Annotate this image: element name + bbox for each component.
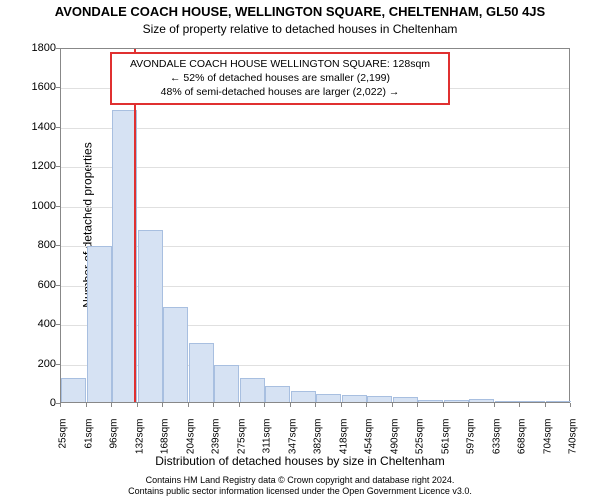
chart-footer: Contains HM Land Registry data © Crown c… — [0, 475, 600, 498]
annotation-line3: 48% of semi-detached houses are larger (… — [118, 85, 442, 99]
histogram-bar — [444, 400, 469, 402]
x-tick-label: 132sqm — [134, 419, 145, 469]
chart-title-main: AVONDALE COACH HOUSE, WELLINGTON SQUARE,… — [0, 4, 600, 19]
annotation-line2: ← 52% of detached houses are smaller (2,… — [118, 71, 442, 85]
x-tick-label: 96sqm — [109, 419, 120, 469]
x-tick-label: 561sqm — [440, 419, 451, 469]
y-tick-label: 800 — [16, 239, 56, 251]
x-tick-label: 61sqm — [83, 419, 94, 469]
x-tick-label: 454sqm — [364, 419, 375, 469]
histogram-bar — [163, 307, 188, 402]
x-tick-label: 668sqm — [517, 419, 528, 469]
histogram-bar — [393, 397, 418, 402]
y-tick-label: 400 — [16, 318, 56, 330]
histogram-bar — [61, 378, 86, 402]
histogram-bar — [265, 386, 290, 402]
x-tick-label: 740sqm — [568, 419, 579, 469]
histogram-bar — [520, 401, 545, 402]
histogram-bar — [138, 230, 163, 402]
histogram-bar — [546, 401, 571, 402]
histogram-bar — [291, 391, 316, 402]
y-tick-label: 200 — [16, 358, 56, 370]
annotation-line1: AVONDALE COACH HOUSE WELLINGTON SQUARE: … — [118, 57, 442, 71]
y-tick-label: 1400 — [16, 121, 56, 133]
y-tick-label: 1600 — [16, 81, 56, 93]
x-tick-label: 25sqm — [58, 419, 69, 469]
footer-line2: Contains public sector information licen… — [0, 486, 600, 498]
chart-title-sub: Size of property relative to detached ho… — [0, 22, 600, 36]
y-tick-label: 1800 — [16, 42, 56, 54]
histogram-bar — [316, 394, 341, 402]
histogram-bar — [189, 343, 214, 402]
x-tick-label: 239sqm — [211, 419, 222, 469]
histogram-bar — [87, 246, 112, 402]
x-tick-label: 633sqm — [491, 419, 502, 469]
x-tick-label: 418sqm — [338, 419, 349, 469]
annotation-box: AVONDALE COACH HOUSE WELLINGTON SQUARE: … — [110, 52, 450, 105]
x-tick-label: 204sqm — [185, 419, 196, 469]
x-tick-label: 597sqm — [466, 419, 477, 469]
histogram-bar — [495, 401, 520, 402]
footer-line1: Contains HM Land Registry data © Crown c… — [0, 475, 600, 487]
histogram-bar — [342, 395, 367, 402]
histogram-bar — [469, 399, 494, 402]
histogram-bar — [214, 365, 239, 402]
y-tick-label: 600 — [16, 279, 56, 291]
x-tick-label: 490sqm — [389, 419, 400, 469]
histogram-bar — [418, 400, 443, 402]
x-tick-label: 382sqm — [313, 419, 324, 469]
x-tick-label: 275sqm — [236, 419, 247, 469]
histogram-bar — [240, 378, 265, 402]
x-tick-label: 525sqm — [415, 419, 426, 469]
x-tick-label: 704sqm — [542, 419, 553, 469]
property-size-histogram: AVONDALE COACH HOUSE, WELLINGTON SQUARE,… — [0, 0, 600, 500]
y-tick-label: 1200 — [16, 160, 56, 172]
x-tick-label: 347sqm — [287, 419, 298, 469]
y-tick-label: 0 — [16, 397, 56, 409]
histogram-bar — [367, 396, 392, 402]
x-tick-label: 311sqm — [262, 419, 273, 469]
x-tick-label: 168sqm — [160, 419, 171, 469]
y-tick-label: 1000 — [16, 200, 56, 212]
